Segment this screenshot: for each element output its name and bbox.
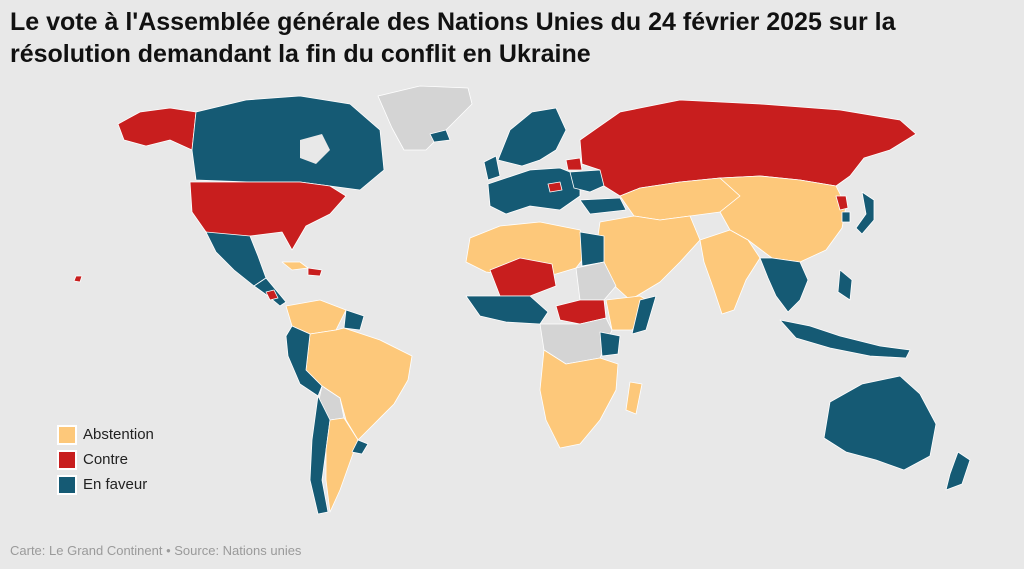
region-belarus (565, 157, 583, 171)
region-hawaii (73, 275, 83, 283)
region-australia (823, 375, 937, 471)
region-southern-africa (539, 349, 619, 449)
region-china (719, 175, 847, 263)
region-alaska (117, 107, 197, 151)
region-nicaragua (265, 289, 279, 301)
region-mexico (205, 231, 267, 287)
legend-swatch-en-faveur (57, 474, 77, 495)
region-madagascar (625, 381, 643, 415)
region-iceland (429, 129, 451, 143)
legend-item-abstention: Abstention (57, 422, 154, 447)
region-uruguay (351, 439, 369, 455)
region-sudan (575, 261, 617, 301)
region-canada (191, 95, 385, 191)
region-japan (855, 191, 875, 235)
legend-swatch-contre (57, 449, 77, 470)
region-southeast-asia (759, 257, 809, 313)
region-turkey (579, 197, 627, 215)
legend-label-en-faveur: En faveur (83, 476, 148, 493)
region-uk (483, 155, 501, 181)
map-title: Le vote à l'Assemblée générale des Natio… (10, 8, 896, 68)
region-north-korea (835, 195, 849, 211)
region-egypt (579, 231, 605, 267)
region-new-zealand (945, 451, 971, 491)
legend-label-contre: Contre (83, 451, 129, 468)
legend-label-abstention: Abstention (83, 426, 154, 443)
region-ukraine (569, 169, 609, 193)
region-india (699, 229, 761, 315)
legend: Abstention Contre En faveur (57, 422, 154, 497)
source-credit: Carte: Le Grand Continent • Source: Nati… (10, 543, 302, 558)
legend-item-contre: Contre (57, 447, 154, 472)
region-south-korea (841, 211, 851, 223)
region-cuba (281, 261, 309, 271)
region-somalia (631, 295, 657, 335)
legend-item-en-faveur: En faveur (57, 472, 154, 497)
region-greenland (377, 85, 473, 151)
region-east-africa (599, 331, 621, 357)
region-philippines (837, 269, 853, 301)
region-indonesia (779, 319, 911, 359)
region-hungary (547, 181, 563, 193)
region-hudson-bay (300, 134, 330, 164)
region-guianas (343, 309, 365, 331)
region-scandinavia (497, 107, 567, 167)
region-west-africa (465, 295, 549, 325)
region-hispaniola (307, 267, 323, 277)
region-western-europe (487, 167, 581, 215)
region-argentina (325, 417, 359, 513)
legend-swatch-abstention (57, 424, 77, 445)
world-map (73, 85, 971, 515)
